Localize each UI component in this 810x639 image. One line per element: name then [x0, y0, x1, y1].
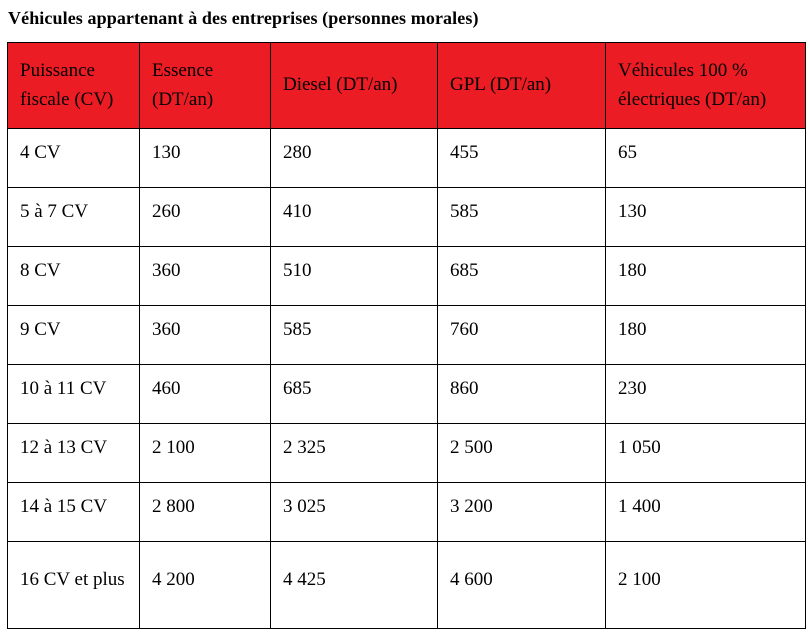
value-cell: 585	[270, 305, 438, 365]
table-row: 16 CV et plus 4 200 4 425 4 600 2 100	[7, 541, 806, 629]
value-cell: 455	[437, 128, 606, 188]
value-cell: 2 800	[139, 482, 271, 542]
value-cell: 460	[139, 364, 271, 424]
value-cell: 2 500	[437, 423, 606, 483]
column-header: Diesel (DT/an)	[270, 42, 438, 129]
row-label-cell: 16 CV et plus	[7, 541, 140, 629]
value-cell: 685	[437, 246, 606, 306]
row-label-cell: 12 à 13 CV	[7, 423, 140, 483]
table-row: 5 à 7 CV 260 410 585 130	[7, 187, 806, 247]
value-cell: 860	[437, 364, 606, 424]
table-row: 9 CV 360 585 760 180	[7, 305, 806, 365]
value-cell: 685	[270, 364, 438, 424]
column-header: Véhicules 100 % électriques (DT/an)	[605, 42, 806, 129]
table-row: 12 à 13 CV 2 100 2 325 2 500 1 050	[7, 423, 806, 483]
header-row: Puissance fiscale (CV) Essence (DT/an) Die…	[7, 42, 806, 129]
value-cell: 2 100	[139, 423, 271, 483]
value-cell: 4 200	[139, 541, 271, 629]
value-cell: 510	[270, 246, 438, 306]
table-row: 4 CV 130 280 455 65	[7, 128, 806, 188]
value-cell: 2 100	[605, 541, 806, 629]
value-cell: 3 200	[437, 482, 606, 542]
value-cell: 180	[605, 305, 806, 365]
value-cell: 360	[139, 305, 271, 365]
value-cell: 360	[139, 246, 271, 306]
value-cell: 4 600	[437, 541, 606, 629]
table-row: 14 à 15 CV 2 800 3 025 3 200 1 400	[7, 482, 806, 542]
table-body: 4 CV 130 280 455 65 5 à 7 CV 260 410 585 130 8 CV 3…	[7, 128, 806, 629]
value-cell: 180	[605, 246, 806, 306]
value-cell: 4 425	[270, 541, 438, 629]
row-label-cell: 9 CV	[7, 305, 140, 365]
row-label-cell: 14 à 15 CV	[7, 482, 140, 542]
row-label-cell: 8 CV	[7, 246, 140, 306]
column-header: GPL (DT/an)	[437, 42, 606, 129]
table-row: 10 à 11 CV 460 685 860 230	[7, 364, 806, 424]
row-label-cell: 5 à 7 CV	[7, 187, 140, 247]
value-cell: 3 025	[270, 482, 438, 542]
column-header: Puissance fiscale (CV)	[7, 42, 140, 129]
value-cell: 260	[139, 187, 271, 247]
value-cell: 1 050	[605, 423, 806, 483]
value-cell: 230	[605, 364, 806, 424]
value-cell: 585	[437, 187, 606, 247]
value-cell: 280	[270, 128, 438, 188]
value-cell: 130	[139, 128, 271, 188]
vehicle-tax-table: Puissance fiscale (CV) Essence (DT/an) Die…	[7, 42, 806, 629]
column-header: Essence (DT/an)	[139, 42, 271, 129]
value-cell: 1 400	[605, 482, 806, 542]
value-cell: 65	[605, 128, 806, 188]
value-cell: 760	[437, 305, 606, 365]
value-cell: 410	[270, 187, 438, 247]
table-row: 8 CV 360 510 685 180	[7, 246, 806, 306]
row-label-cell: 10 à 11 CV	[7, 364, 140, 424]
value-cell: 2 325	[270, 423, 438, 483]
value-cell: 130	[605, 187, 806, 247]
row-label-cell: 4 CV	[7, 128, 140, 188]
page-title: Véhicules appartenant à des entreprises …	[8, 8, 479, 28]
